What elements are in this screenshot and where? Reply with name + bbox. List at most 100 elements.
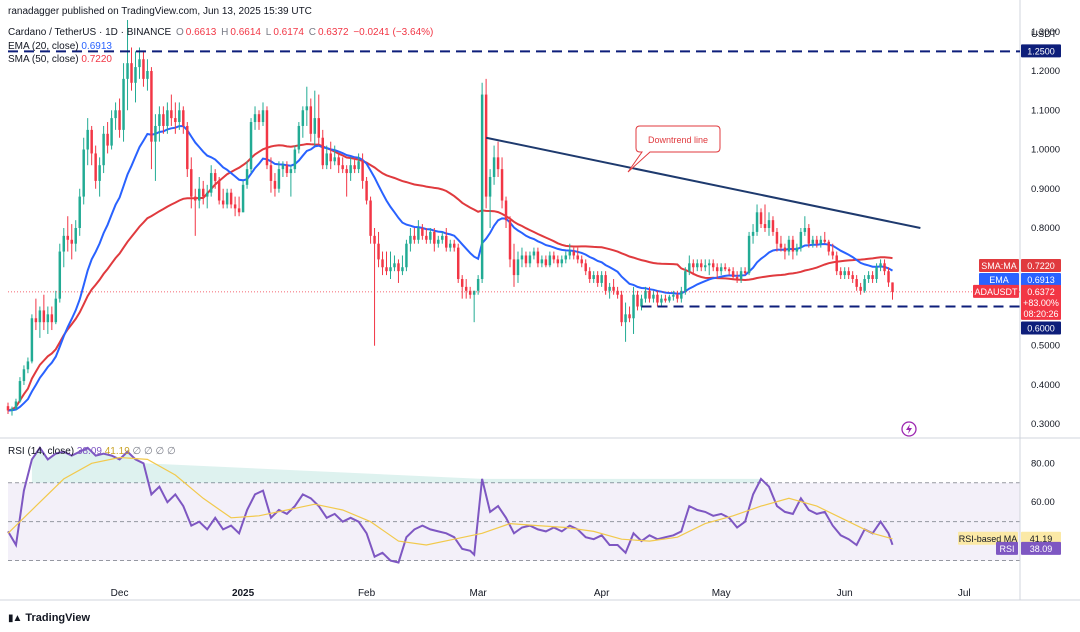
rsi-label[interactable]: RSI (14, close) bbox=[8, 446, 75, 457]
candle bbox=[82, 137, 85, 205]
legend-rsi[interactable]: RSI (14, close) 38.09 41.19 ∅ ∅ ∅ ∅ bbox=[8, 446, 176, 457]
legend-ema[interactable]: EMA (20, close) 0.6913 bbox=[8, 41, 112, 52]
candle bbox=[309, 98, 313, 142]
candle bbox=[369, 196, 372, 244]
candle bbox=[401, 255, 404, 276]
candle bbox=[365, 176, 368, 205]
candle-body bbox=[640, 298, 643, 307]
candle bbox=[456, 243, 460, 283]
candle bbox=[604, 271, 607, 295]
candle-body bbox=[672, 294, 675, 297]
price-tick-label: 0.4000 bbox=[1031, 380, 1060, 391]
candle-body bbox=[146, 71, 149, 79]
candle bbox=[803, 216, 807, 236]
publisher-text: ranadagger published on TradingView.com,… bbox=[8, 6, 312, 17]
ema-name-tag-bg bbox=[979, 273, 1019, 286]
candle bbox=[158, 106, 161, 142]
tradingview-logo[interactable]: ▮▲ TradingView bbox=[8, 612, 90, 624]
candle bbox=[293, 145, 297, 174]
candle-body bbox=[488, 176, 492, 197]
candle-body bbox=[799, 231, 803, 248]
candle-body bbox=[524, 255, 528, 264]
time-tick-label: Dec bbox=[111, 588, 129, 599]
candle bbox=[22, 365, 26, 385]
price-tick-label: 1.0000 bbox=[1031, 145, 1060, 156]
candle-body bbox=[10, 408, 14, 411]
candle bbox=[592, 271, 595, 283]
candle-body bbox=[273, 180, 277, 189]
candle bbox=[213, 169, 217, 189]
candle bbox=[162, 106, 165, 134]
candle-body bbox=[568, 251, 572, 256]
candle bbox=[859, 282, 862, 295]
candle bbox=[516, 251, 520, 283]
candle bbox=[361, 153, 364, 189]
candle-body bbox=[727, 269, 731, 272]
candle bbox=[560, 255, 564, 268]
candle-body bbox=[863, 279, 866, 291]
candle-body bbox=[859, 286, 862, 291]
price-tags: 1.2500 0.6000 SMA:MA 0.7220 EMA 0.6913 ADAUSDT… bbox=[958, 44, 1061, 555]
candle bbox=[130, 47, 133, 91]
candle-body bbox=[536, 251, 540, 264]
candle bbox=[14, 398, 18, 411]
alert-icon[interactable] bbox=[901, 421, 917, 437]
candle bbox=[819, 235, 823, 248]
candle-body bbox=[182, 110, 185, 126]
candle bbox=[676, 290, 679, 303]
sma-label[interactable]: SMA (50, close) bbox=[8, 54, 79, 65]
candle bbox=[696, 259, 699, 272]
drawings[interactable]: Downtrend line bbox=[8, 50, 1020, 437]
candle-body bbox=[835, 255, 838, 272]
candle-body bbox=[791, 239, 795, 252]
candle bbox=[194, 188, 197, 236]
candle bbox=[305, 86, 309, 126]
ema-label[interactable]: EMA (20, close) bbox=[8, 41, 79, 52]
candle-body bbox=[321, 137, 324, 166]
candle-body bbox=[74, 228, 77, 244]
candle-body bbox=[771, 220, 775, 232]
candle bbox=[488, 169, 492, 228]
candle bbox=[472, 290, 476, 323]
candle-body bbox=[763, 224, 767, 228]
candle bbox=[536, 247, 540, 268]
candle bbox=[353, 157, 356, 174]
candle-body bbox=[596, 275, 599, 283]
candle bbox=[209, 165, 213, 197]
candle bbox=[795, 243, 799, 256]
candle bbox=[648, 286, 651, 303]
candle bbox=[237, 196, 241, 217]
candle bbox=[700, 259, 703, 272]
legend-main[interactable]: Cardano / TetherUS · 1D · BINANCE O 0.661… bbox=[8, 27, 435, 38]
candle-body bbox=[393, 263, 396, 268]
candle-body bbox=[680, 290, 683, 299]
candle-body bbox=[644, 290, 647, 299]
candle bbox=[568, 243, 572, 260]
candle bbox=[122, 63, 125, 142]
candle bbox=[345, 165, 348, 197]
candle bbox=[62, 228, 66, 268]
candle bbox=[867, 271, 870, 283]
candle-body bbox=[78, 196, 81, 228]
symbol-name[interactable]: Cardano / TetherUS · 1D · BINANCE bbox=[8, 27, 172, 38]
candle-body bbox=[460, 279, 464, 287]
candle-body bbox=[532, 251, 536, 256]
candle-body bbox=[325, 153, 328, 166]
candle-body bbox=[576, 255, 579, 260]
candle-body bbox=[707, 263, 711, 266]
candle bbox=[460, 275, 464, 299]
candle bbox=[70, 224, 73, 260]
candle bbox=[672, 290, 675, 301]
legend-sma[interactable]: SMA (50, close) 0.7220 bbox=[8, 54, 112, 65]
candle-body bbox=[735, 277, 739, 280]
candle bbox=[349, 157, 352, 181]
candle-body bbox=[887, 271, 890, 283]
candle-body bbox=[58, 251, 62, 299]
candle-body bbox=[341, 165, 344, 170]
candle-body bbox=[743, 271, 747, 274]
candle-body bbox=[628, 314, 631, 319]
candle bbox=[763, 204, 767, 232]
candle bbox=[704, 259, 707, 272]
candle bbox=[357, 153, 360, 174]
